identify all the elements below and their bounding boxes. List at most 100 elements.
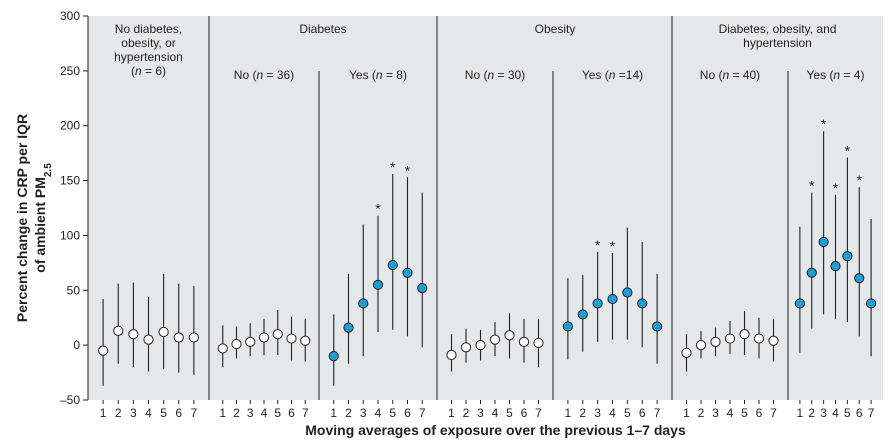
data-point	[372, 279, 384, 290]
data-point	[475, 340, 486, 351]
data-point	[842, 251, 853, 262]
group-title-line: Diabetes	[299, 22, 346, 36]
data-point	[245, 336, 256, 347]
x-tick-label: 5	[741, 406, 748, 420]
data-point	[504, 330, 515, 341]
x-tick-label: 3	[594, 406, 601, 420]
group-title-text: = 6)	[142, 64, 166, 78]
x-tick-label: 3	[820, 406, 827, 420]
data-point	[460, 342, 472, 353]
group-title-n: n	[135, 64, 142, 78]
data-point	[128, 329, 139, 340]
group-title-line: Diabetes, obesity, and	[719, 22, 837, 36]
x-tick-label: 2	[233, 406, 240, 420]
data-point	[446, 349, 457, 361]
significance-marker: *	[845, 143, 851, 159]
x-tick-label: 5	[274, 406, 281, 420]
significance-marker: *	[375, 201, 381, 217]
data-point	[113, 325, 124, 336]
data-point	[217, 343, 228, 354]
x-tick-label: 6	[756, 406, 763, 420]
x-tick-label: 5	[506, 406, 513, 420]
x-tick-label: 4	[145, 406, 152, 420]
y-tick-label: 150	[60, 174, 80, 188]
subpanel-label-n: n	[487, 68, 494, 82]
data-point	[402, 267, 413, 278]
x-tick-label: 1	[565, 406, 572, 420]
data-point	[387, 259, 398, 271]
data-point	[818, 236, 829, 248]
significance-marker: *	[809, 178, 815, 194]
significance-marker: *	[833, 180, 839, 196]
subpanel-label-n: n	[609, 68, 616, 82]
x-tick-label: 7	[302, 406, 309, 420]
data-point	[562, 321, 573, 332]
data-point	[806, 267, 817, 278]
x-tick-label: 2	[579, 406, 586, 420]
data-point	[328, 351, 339, 362]
data-point	[637, 298, 648, 309]
x-tick-label: 6	[639, 406, 646, 420]
x-tick-label: 5	[624, 406, 631, 420]
x-tick-label: 3	[130, 406, 137, 420]
data-point	[98, 345, 109, 356]
subpanel-label-text: Yes (	[349, 68, 376, 82]
data-point	[739, 329, 750, 340]
x-tick-label: 2	[808, 406, 815, 420]
x-tick-label: 3	[712, 406, 719, 420]
x-tick-label: 7	[191, 406, 198, 420]
x-tick-label: 4	[727, 406, 734, 420]
data-point	[622, 287, 633, 298]
data-point	[533, 337, 544, 349]
x-tick-label: 7	[868, 406, 875, 420]
x-tick-label: 6	[856, 406, 863, 420]
x-tick-label: 1	[683, 406, 690, 420]
subpanel-label: Yes (n = 8)	[349, 68, 407, 82]
data-point	[417, 282, 428, 294]
x-tick-label: 1	[100, 406, 107, 420]
data-point	[652, 321, 663, 332]
x-tick-label: 1	[330, 406, 337, 420]
x-tick-label: 4	[375, 406, 382, 420]
x-tick-label: 2	[698, 406, 705, 420]
data-point	[358, 298, 369, 309]
x-tick-label: 6	[404, 406, 411, 420]
data-point	[854, 273, 865, 284]
plot-background	[88, 16, 883, 400]
data-point	[489, 334, 501, 345]
x-tick-label: 5	[389, 406, 396, 420]
y-tick-label: 200	[60, 119, 80, 133]
x-tick-label: 2	[345, 406, 352, 420]
x-tick-label: 4	[492, 406, 499, 420]
data-point	[343, 322, 354, 333]
x-tick-label: 2	[115, 406, 122, 420]
x-axis-label: Moving averages of exposure over the pre…	[305, 422, 686, 438]
group-title-line: (n = 6)	[131, 64, 166, 78]
data-point	[794, 298, 805, 309]
data-point	[286, 333, 297, 344]
group-title-line: Obesity	[535, 22, 576, 36]
data-point	[272, 329, 283, 340]
data-point	[724, 333, 736, 344]
data-point	[173, 332, 184, 343]
y-tick-label: 100	[60, 228, 80, 242]
subpanel-label: No (n = 30)	[465, 68, 525, 82]
x-tick-label: 6	[288, 406, 295, 420]
significance-marker: *	[857, 172, 863, 188]
x-tick-label: 5	[160, 406, 167, 420]
subpanel-label: Yes (n =14)	[582, 68, 643, 82]
x-tick-label: 1	[219, 406, 226, 420]
data-point	[866, 298, 877, 309]
subpanel-label-text: Yes (	[807, 68, 834, 82]
subpanel-label-text: = 8)	[383, 68, 407, 82]
significance-marker: *	[610, 238, 616, 254]
subpanel-label-text: = 36)	[263, 68, 294, 82]
y-tick-label: 250	[60, 64, 80, 78]
data-point	[830, 261, 841, 272]
data-point	[518, 336, 530, 347]
data-point	[607, 293, 618, 305]
y-tick-label: 50	[67, 283, 81, 297]
subpanel-label-text: =14)	[615, 68, 643, 82]
subpanel-label-n: n	[376, 68, 383, 82]
